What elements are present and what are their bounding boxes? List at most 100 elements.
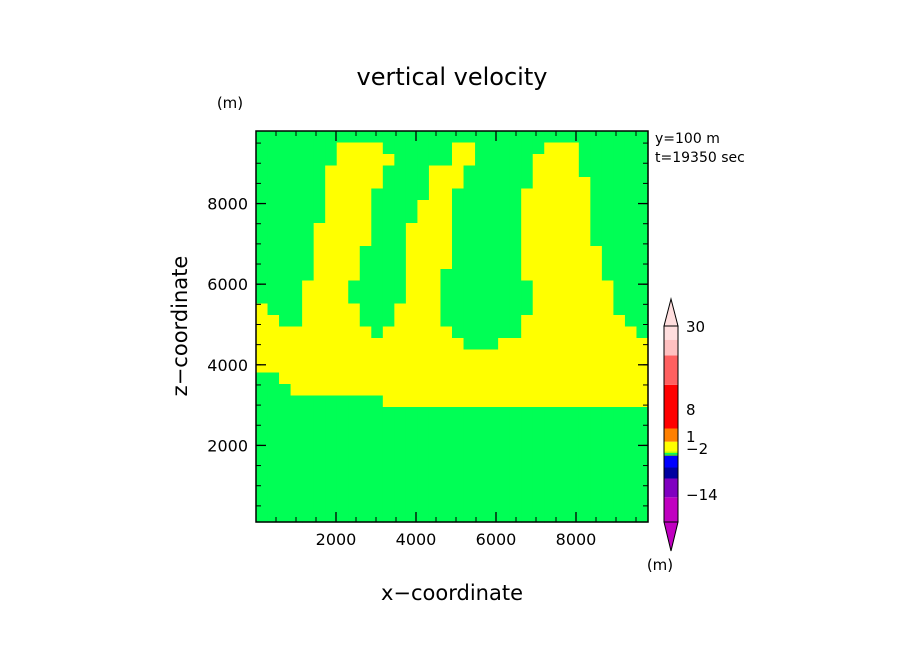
field-cell	[371, 211, 384, 224]
field-cell	[601, 326, 615, 339]
field-cell	[394, 165, 407, 178]
field-cell	[567, 510, 580, 523]
field-cell	[624, 200, 638, 213]
field-cell	[578, 487, 591, 500]
field-cell	[636, 315, 649, 328]
field-cell	[475, 211, 488, 224]
field-cell	[578, 384, 591, 397]
field-cell	[302, 315, 315, 328]
field-cell	[256, 499, 269, 512]
field-cell	[302, 338, 315, 351]
field-cell	[394, 303, 407, 316]
field-cell	[567, 234, 580, 247]
field-cell	[302, 269, 315, 282]
field-cell	[428, 338, 442, 351]
y-tick-label: 4000	[207, 356, 248, 375]
field-cell	[256, 315, 269, 328]
field-cell	[440, 188, 453, 201]
field-cell	[521, 303, 534, 316]
x-axis: 2000 4000 6000 8000	[255, 131, 637, 549]
field-cell	[463, 395, 476, 408]
field-cell	[290, 407, 303, 420]
field-cell	[509, 315, 522, 328]
field-cell	[382, 407, 395, 420]
field-cell	[417, 441, 430, 454]
field-cell	[509, 246, 522, 259]
field-cell	[555, 326, 568, 339]
field-cell	[325, 418, 338, 431]
field-cell	[613, 223, 626, 236]
field-cell	[348, 326, 361, 339]
field-cell	[601, 292, 615, 305]
field-cell	[452, 165, 465, 178]
field-cell	[498, 200, 511, 213]
field-cell	[313, 407, 326, 420]
field-cell	[498, 280, 511, 293]
field-cell	[256, 372, 269, 385]
field-cell	[509, 487, 522, 500]
field-cell	[428, 349, 442, 362]
field-cell	[417, 246, 430, 259]
field-cell	[267, 315, 280, 328]
field-cell	[359, 315, 372, 328]
field-cell	[613, 407, 626, 420]
field-cell	[532, 269, 545, 282]
field-cell	[313, 499, 326, 512]
field-cell	[313, 384, 326, 397]
field-cell	[290, 142, 303, 155]
field-cell	[636, 476, 649, 489]
field-cell	[567, 280, 580, 293]
field-cell	[544, 154, 557, 167]
colorbar-upper-arrow	[663, 297, 679, 327]
field-cell	[509, 395, 522, 408]
field-cell	[256, 326, 269, 339]
field-cell	[567, 430, 580, 443]
field-cell	[452, 407, 465, 420]
field-cell	[636, 464, 649, 477]
field-cell	[544, 257, 557, 270]
field-cell	[578, 131, 591, 144]
field-cell	[578, 257, 591, 270]
field-cell	[521, 188, 534, 201]
field-cell	[428, 211, 442, 224]
field-cell	[486, 177, 499, 190]
field-cell	[302, 177, 315, 190]
field-cell	[555, 441, 568, 454]
field-cell	[601, 430, 615, 443]
field-cell	[463, 349, 476, 362]
field-cell	[601, 372, 615, 385]
field-cell	[359, 338, 372, 351]
field-cell	[428, 188, 442, 201]
field-cell	[348, 131, 361, 144]
field-cell	[302, 257, 315, 270]
field-cell	[290, 177, 303, 190]
field-cell	[452, 384, 465, 397]
field-cell	[601, 234, 615, 247]
field-cell	[486, 223, 499, 236]
field-cell	[440, 338, 453, 351]
field-cell	[440, 453, 453, 466]
field-cell	[613, 510, 626, 523]
field-cell	[382, 234, 395, 247]
field-cell	[544, 269, 557, 282]
field-cell	[405, 200, 419, 213]
field-cell	[452, 430, 465, 443]
field-cell	[636, 142, 649, 155]
field-cell	[613, 142, 626, 155]
field-cell	[348, 234, 361, 247]
field-cell	[590, 384, 603, 397]
field-cell	[302, 361, 315, 374]
field-cell	[590, 430, 603, 443]
field-cell	[509, 407, 522, 420]
field-cell	[290, 395, 303, 408]
field-cell	[624, 269, 638, 282]
field-cell	[313, 464, 326, 477]
field-cell	[578, 234, 591, 247]
field-cell	[521, 372, 534, 385]
field-cell	[313, 142, 326, 155]
field-cell	[613, 441, 626, 454]
field-cell	[452, 280, 465, 293]
field-cell	[428, 510, 442, 523]
field-cell	[313, 372, 326, 385]
